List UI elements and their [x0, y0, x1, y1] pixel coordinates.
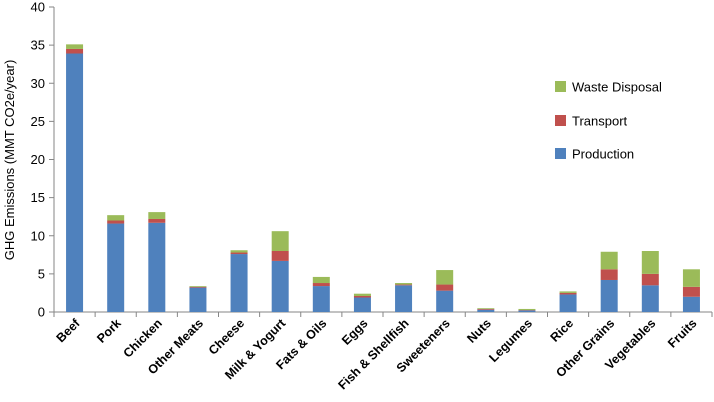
legend-label: Waste Disposal [572, 80, 662, 95]
bar-segment-transport [477, 308, 495, 310]
x-tick-label: Eggs [339, 316, 371, 348]
bar-segment-waste-disposal [107, 215, 125, 221]
y-tick-label: 25 [31, 114, 45, 129]
bar-segment-production [559, 294, 577, 312]
bar-segment-transport [230, 252, 248, 255]
x-tick-label: Fruits [665, 316, 699, 350]
bar-segment-transport [66, 48, 84, 54]
bar-segment-production [600, 279, 618, 312]
bar-segment-waste-disposal [189, 286, 207, 287]
y-tick-label: 35 [31, 38, 45, 53]
bar-segment-production [312, 286, 330, 312]
bar-segment-waste-disposal [559, 291, 577, 293]
bar-segment-transport [436, 284, 454, 291]
y-axis-title: GHG Emissions (MMT CO2e/year) [2, 60, 17, 261]
bar-segment-transport [353, 295, 371, 298]
bar-segment-waste-disposal [641, 251, 659, 274]
bar-segment-production [230, 254, 248, 312]
bar-segment-waste-disposal [312, 276, 330, 284]
y-tick-label: 30 [31, 76, 45, 91]
x-tick-label: Nuts [464, 316, 494, 346]
bar-segment-production [271, 260, 289, 312]
bar-segment-transport [271, 251, 289, 261]
y-tick-label: 20 [31, 152, 45, 167]
y-axis-title-group: GHG Emissions (MMT CO2e/year) [2, 60, 17, 261]
bar-segment-transport [107, 220, 125, 224]
bar-segment-transport [641, 273, 659, 286]
bar-segment-waste-disposal [436, 270, 454, 285]
legend-swatch [555, 115, 566, 126]
legend-swatch [555, 81, 566, 92]
y-tick-label: 5 [38, 266, 45, 281]
x-tick-label: Beef [54, 316, 84, 346]
legend-label: Production [572, 147, 634, 162]
bar-segment-waste-disposal [271, 231, 289, 251]
bar-segment-waste-disposal [518, 308, 536, 311]
bar-segment-transport [395, 284, 413, 286]
bar-segment-waste-disposal [395, 283, 413, 285]
y-axis-ticks: 0 5 10 15 20 25 30 35 40 [31, 0, 54, 320]
bar-segment-waste-disposal [353, 293, 371, 296]
bar-segment-transport [148, 218, 166, 223]
x-tick-label: Legumes [486, 316, 535, 365]
bar-segment-production [436, 290, 454, 312]
bar-segment-production [148, 222, 166, 312]
x-tick-label: Cheese [206, 316, 247, 357]
legend: Waste Disposal Transport Production [555, 80, 662, 162]
bar-segment-transport [312, 283, 330, 287]
bar-segment-production [107, 223, 125, 312]
bar-segment-production [641, 285, 659, 312]
y-tick-label: 0 [38, 305, 45, 320]
bar-segment-production [395, 285, 413, 312]
x-tick-label: Rice [548, 316, 577, 345]
bar-segment-transport [559, 292, 577, 295]
y-tick-label: 15 [31, 190, 45, 205]
legend-swatch [555, 148, 566, 159]
bar-segment-production [189, 287, 207, 312]
x-tick-label: Pork [94, 316, 124, 346]
legend-label: Transport [572, 114, 628, 129]
y-tick-label: 10 [31, 228, 45, 243]
bar-segment-waste-disposal [682, 269, 700, 287]
bar-segment-production [518, 310, 536, 312]
y-tick-label: 40 [31, 0, 45, 15]
bar-segment-waste-disposal [148, 212, 166, 219]
bar-segment-waste-disposal [230, 250, 248, 253]
x-tick-label: Fish & Shellfish [335, 316, 411, 392]
bar-segment-waste-disposal [66, 44, 84, 49]
bar-segment-production [353, 297, 371, 312]
bar-segment-production [66, 53, 84, 312]
bar-segment-waste-disposal [477, 308, 495, 309]
bar-segment-transport [682, 286, 700, 297]
bar-segment-transport [189, 286, 207, 288]
bars [66, 44, 700, 312]
bar-segment-production [477, 309, 495, 312]
bar-segment-waste-disposal [600, 251, 618, 270]
bar-segment-production [682, 296, 700, 312]
bar-segment-transport [600, 269, 618, 280]
